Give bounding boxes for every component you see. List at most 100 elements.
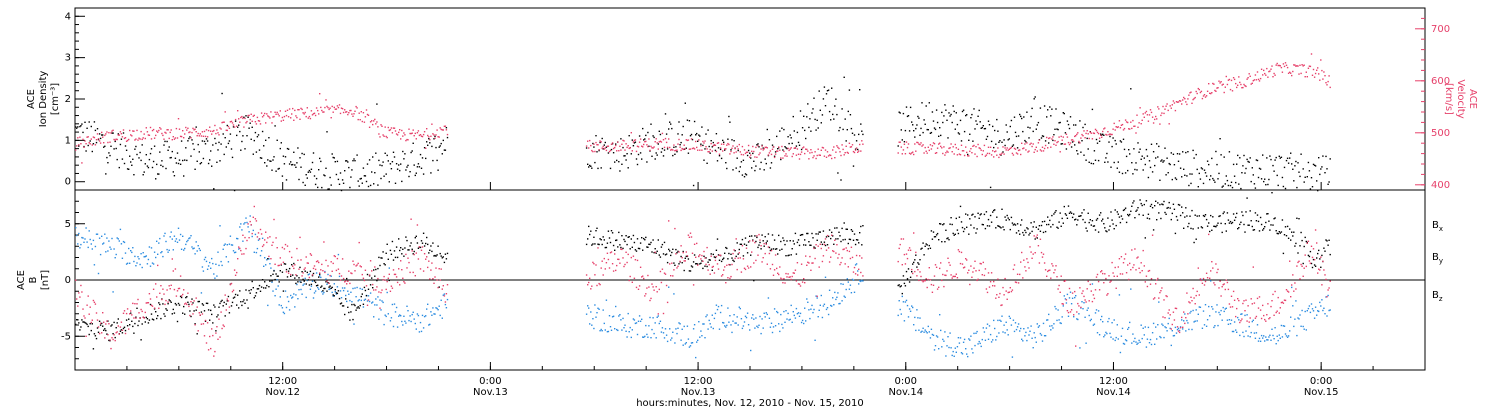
by-point — [352, 287, 354, 290]
bz-point — [115, 332, 117, 334]
density-point — [1291, 163, 1293, 165]
velocity-point — [1308, 65, 1311, 67]
velocity-point — [984, 155, 987, 157]
density-point — [237, 126, 239, 128]
bz-point — [288, 250, 291, 253]
density-point — [186, 159, 188, 162]
density-point — [215, 142, 217, 145]
bx-point — [216, 316, 218, 318]
by-point — [139, 263, 141, 266]
density-point — [828, 110, 831, 113]
density-point — [201, 140, 204, 142]
bz-point — [742, 258, 745, 260]
x-tick-label-time: 12:00 — [268, 376, 297, 387]
velocity-point — [301, 108, 303, 111]
bx-point — [344, 313, 346, 316]
bz-point — [781, 278, 783, 280]
by-point — [620, 319, 622, 321]
by-point — [233, 251, 236, 254]
density-point — [1113, 161, 1115, 164]
bx-point — [1047, 216, 1049, 218]
density-point — [903, 141, 906, 143]
density-point — [699, 135, 701, 137]
velocity-point — [354, 110, 356, 112]
by-point — [1273, 338, 1275, 340]
by-point — [804, 307, 806, 309]
by-point — [1038, 325, 1041, 327]
bz-point — [656, 291, 658, 293]
density-point — [279, 147, 281, 150]
bz-point — [812, 262, 814, 264]
bx-point — [227, 295, 230, 298]
velocity-point — [924, 146, 926, 149]
density-point — [1226, 179, 1229, 182]
by-point — [243, 223, 245, 225]
velocity-point — [762, 149, 764, 151]
bx-point — [1229, 220, 1232, 223]
velocity-point — [767, 154, 770, 156]
by-point — [1013, 330, 1016, 333]
bx-point — [1113, 228, 1115, 230]
density-point — [437, 169, 439, 171]
bx-point — [432, 242, 434, 244]
density-point — [360, 177, 362, 180]
velocity-point — [218, 134, 220, 136]
bz-point — [660, 281, 663, 284]
density-point — [923, 119, 925, 121]
bx-point — [378, 256, 380, 259]
velocity-point — [1199, 91, 1202, 94]
velocity-point — [1230, 79, 1233, 82]
bx-point — [197, 300, 199, 303]
bz-point — [354, 270, 356, 272]
velocity-point — [357, 118, 359, 121]
density-point — [425, 157, 427, 160]
by-point — [1298, 318, 1300, 320]
bx-point — [1328, 239, 1330, 241]
bz-point — [314, 268, 317, 271]
bx-point — [956, 229, 959, 231]
by-point — [261, 237, 264, 239]
by-point — [589, 323, 591, 325]
by-point — [184, 247, 186, 250]
bx-point — [1025, 231, 1027, 234]
bx-point — [245, 289, 247, 291]
density-point — [625, 159, 627, 161]
density-point — [744, 173, 747, 175]
density-point — [738, 170, 740, 173]
bx-point — [602, 236, 604, 238]
bx-point — [1049, 219, 1051, 222]
bx-point — [726, 247, 728, 250]
density-point — [1208, 163, 1210, 166]
density-point — [1269, 155, 1271, 157]
density-point — [418, 166, 421, 168]
by-point — [849, 284, 852, 286]
by-point — [407, 310, 409, 312]
bx-point — [393, 250, 396, 252]
bx-point — [636, 238, 639, 240]
velocity-point — [967, 155, 969, 157]
velocity-point — [1245, 85, 1247, 88]
velocity-point — [951, 151, 953, 153]
velocity-point — [1006, 147, 1008, 149]
bx-point — [1260, 223, 1263, 226]
density-point — [1042, 135, 1045, 138]
by-point — [816, 297, 818, 299]
x-tick-label-time: 0:00 — [895, 376, 917, 387]
by-point — [1096, 332, 1099, 334]
bx-point — [1289, 228, 1291, 230]
bx-point — [1275, 230, 1277, 232]
bx-point — [928, 244, 930, 247]
by-point — [1002, 331, 1004, 333]
by-point — [1285, 335, 1288, 337]
velocity-point — [367, 114, 370, 116]
density-point — [913, 130, 915, 132]
by-point — [1071, 297, 1074, 299]
density-point — [933, 127, 936, 129]
by-point — [1113, 319, 1115, 321]
bz-point — [425, 258, 427, 260]
density-point — [810, 130, 812, 132]
bx-point — [965, 213, 967, 215]
by-point — [835, 298, 837, 301]
velocity-point — [1075, 135, 1077, 137]
density-point — [644, 138, 646, 140]
